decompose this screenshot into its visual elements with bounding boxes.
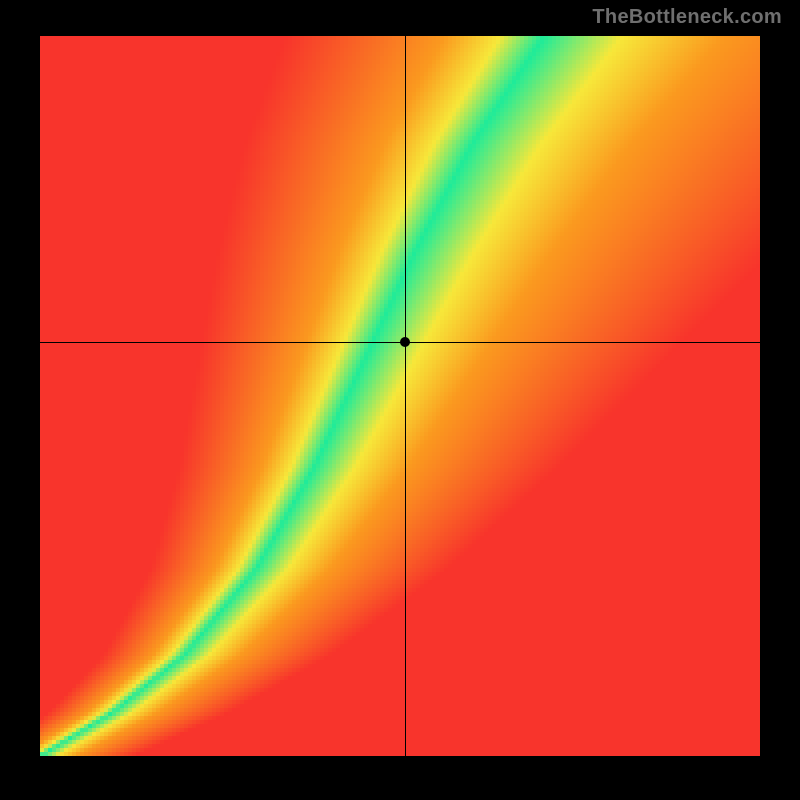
chart-container: TheBottleneck.com	[0, 0, 800, 800]
bottleneck-heatmap	[40, 36, 760, 756]
watermark-text: TheBottleneck.com	[592, 6, 782, 29]
